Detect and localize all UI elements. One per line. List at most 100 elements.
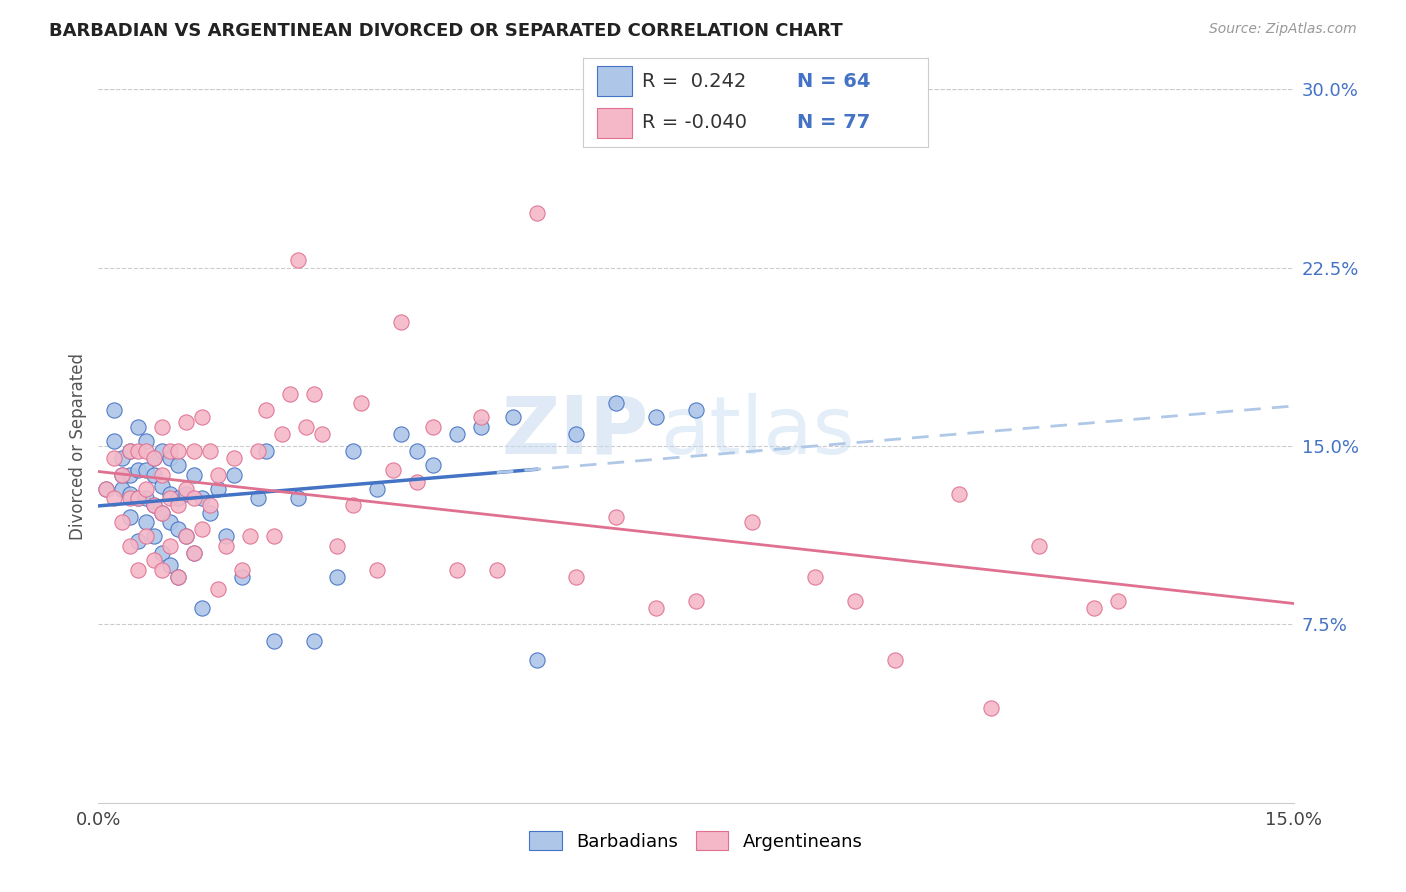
Point [167, 570, 190, 584]
Point [143, 529, 166, 543]
Text: R = -0.040: R = -0.040 [643, 112, 747, 132]
Text: N = 77: N = 77 [797, 112, 870, 132]
Point [127, 491, 149, 506]
Point [198, 506, 221, 520]
Point [174, 415, 197, 429]
Point [135, 443, 157, 458]
Point [605, 510, 627, 524]
Point [342, 443, 364, 458]
Point [406, 443, 429, 458]
Point [167, 491, 190, 506]
Point [127, 491, 149, 506]
Point [422, 420, 444, 434]
Point [183, 467, 205, 482]
Point [174, 482, 197, 496]
Text: atlas: atlas [661, 392, 855, 471]
Point [1028, 539, 1050, 553]
Point [143, 499, 166, 513]
Point [366, 563, 388, 577]
Point [111, 515, 134, 529]
Point [103, 403, 125, 417]
Point [470, 420, 492, 434]
Point [239, 529, 262, 543]
Point [294, 420, 316, 434]
Point [127, 443, 149, 458]
Point [111, 467, 134, 482]
Point [485, 563, 508, 577]
Point [135, 482, 157, 496]
Point [167, 499, 190, 513]
Legend: Barbadians, Argentineans: Barbadians, Argentineans [522, 824, 870, 858]
Point [302, 386, 325, 401]
Point [246, 491, 269, 506]
Point [948, 486, 970, 500]
Point [159, 486, 181, 500]
Point [135, 434, 157, 449]
Point [326, 539, 349, 553]
Point [143, 553, 166, 567]
Point [565, 570, 588, 584]
Point [222, 467, 245, 482]
Point [150, 443, 173, 458]
Point [605, 396, 627, 410]
Point [150, 506, 173, 520]
Point [143, 450, 166, 465]
Point [174, 529, 197, 543]
Point [645, 410, 668, 425]
Point [198, 499, 221, 513]
Point [1083, 600, 1105, 615]
Point [685, 403, 707, 417]
Point [150, 563, 173, 577]
Point [231, 563, 253, 577]
Y-axis label: Divorced or Separated: Divorced or Separated [69, 352, 87, 540]
Point [191, 491, 214, 506]
Point [183, 491, 205, 506]
Point [645, 600, 668, 615]
Point [446, 427, 468, 442]
Point [174, 486, 197, 500]
Text: N = 64: N = 64 [797, 71, 870, 91]
Point [389, 427, 412, 442]
Point [446, 563, 468, 577]
Point [120, 467, 142, 482]
Point [143, 450, 166, 465]
Point [159, 443, 181, 458]
Point [350, 396, 373, 410]
Point [183, 546, 205, 560]
Point [111, 482, 134, 496]
Point [159, 539, 181, 553]
Point [207, 467, 229, 482]
Point [167, 458, 190, 472]
Point [302, 634, 325, 648]
Point [254, 403, 277, 417]
Point [150, 506, 173, 520]
Point [470, 410, 492, 425]
Point [167, 522, 190, 536]
Point [254, 443, 277, 458]
Point [422, 458, 444, 472]
Point [326, 570, 349, 584]
Point [215, 539, 238, 553]
Point [120, 443, 142, 458]
Point [191, 410, 214, 425]
Point [167, 443, 190, 458]
Point [287, 253, 309, 268]
FancyBboxPatch shape [598, 108, 631, 138]
Point [135, 491, 157, 506]
Point [526, 653, 548, 667]
Point [804, 570, 827, 584]
Point [382, 463, 405, 477]
Point [526, 206, 548, 220]
Point [502, 410, 524, 425]
Point [143, 499, 166, 513]
Point [980, 700, 1002, 714]
Point [135, 515, 157, 529]
Point [127, 563, 149, 577]
Point [207, 482, 229, 496]
Point [1107, 593, 1129, 607]
Point [287, 491, 309, 506]
Point [159, 491, 181, 506]
Point [120, 510, 142, 524]
Point [150, 479, 173, 493]
Point [96, 482, 118, 496]
